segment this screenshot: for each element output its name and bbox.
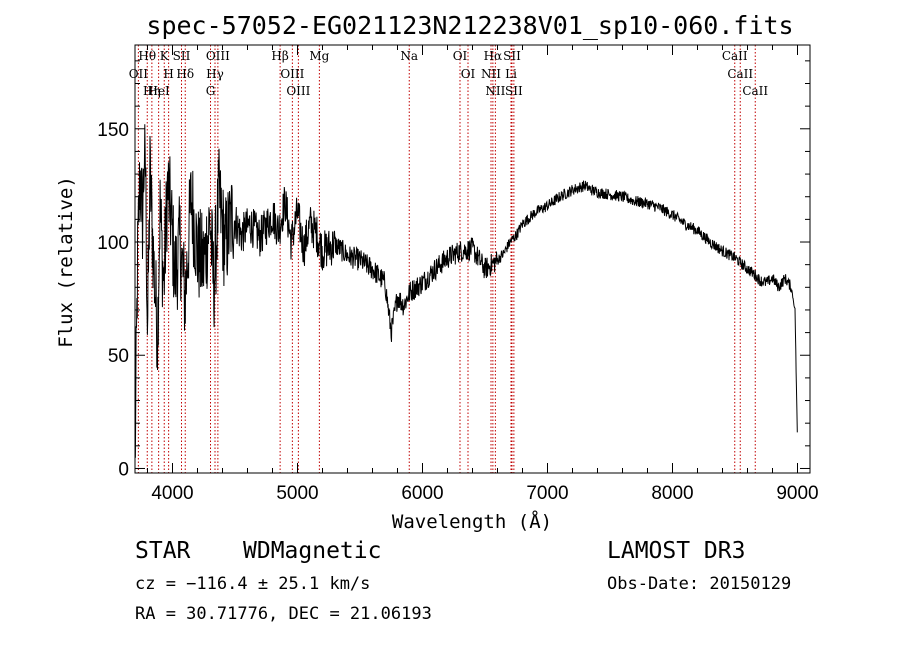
y-tick-label: 50 [108, 346, 129, 367]
x-tick-label: 7000 [526, 483, 568, 504]
y-axis-label: Flux (relative) [55, 176, 77, 348]
spectral-line-label: NII [481, 67, 501, 81]
spectral-line-label: Mg [309, 49, 329, 63]
spectral-line-label: OIII [280, 67, 304, 81]
spectral-line-label: Hγ [206, 67, 224, 81]
spectral-line-label: Li [505, 67, 517, 81]
coordinates: RA = 30.71776, DEC = 21.06193 [135, 604, 432, 624]
x-tick-label: 6000 [401, 483, 443, 504]
survey-name: LAMOST DR3 [607, 538, 745, 564]
x-tick-label: 4000 [151, 483, 193, 504]
spectral-line-label: SII [505, 84, 523, 98]
y-tick-label: 0 [118, 459, 129, 480]
spectral-line-label: Hη [143, 84, 161, 98]
y-axis-ticks: 0 50 100 150 [97, 60, 810, 480]
x-tick-label: 5000 [276, 483, 318, 504]
x-tick-label: 8000 [651, 483, 693, 504]
spectral-line-label: H [163, 67, 173, 81]
spectral-line-label: SII [173, 49, 191, 63]
spectral-line-label: CaII [727, 67, 753, 81]
spectral-line-label: Hα [484, 49, 503, 63]
y-tick-label: 100 [97, 233, 129, 254]
spectral-line-label: Hδ [176, 67, 194, 81]
y-tick-label: 150 [97, 120, 129, 141]
x-axis-label: Wavelength (Å) [392, 510, 552, 533]
spectral-line-label: K [160, 49, 170, 63]
spectral-line-label: Hθ [138, 49, 156, 63]
object-subclass: WDMagnetic [243, 538, 381, 564]
spectral-line-label: CaII [742, 84, 768, 98]
spectral-line-label: Na [400, 49, 418, 63]
x-tick-label: 9000 [776, 483, 818, 504]
spectral-line-label: CaII [722, 49, 748, 63]
object-class: STAR [135, 538, 191, 564]
x-axis-ticks: 4000 5000 6000 7000 8000 9000 [147, 45, 819, 504]
spectral-line-label: Hβ [271, 49, 288, 63]
spectral-line-label: OIII [206, 49, 230, 63]
spectral-line-label: OI [453, 49, 468, 63]
spectral-line-label: HeI [147, 84, 170, 98]
series-line-flux [134, 124, 798, 458]
spectral-line-label: OII [129, 67, 149, 81]
spectral-line-label: NII [485, 84, 505, 98]
spectral-line-label: G [206, 84, 216, 98]
chart-title: spec-57052-EG021123N212238V01_sp10-060.f… [146, 11, 793, 40]
redshift-text: cz = −116.4 ± 25.1 km/s [135, 574, 370, 594]
obs-date: Obs-Date: 20150129 [607, 574, 791, 594]
series-group [134, 124, 798, 458]
plot-frame [134, 44, 811, 474]
spectral-line-label: OI [461, 67, 476, 81]
spectral-line-label: OIII [286, 84, 310, 98]
spectral-line-label: SII [503, 49, 521, 63]
